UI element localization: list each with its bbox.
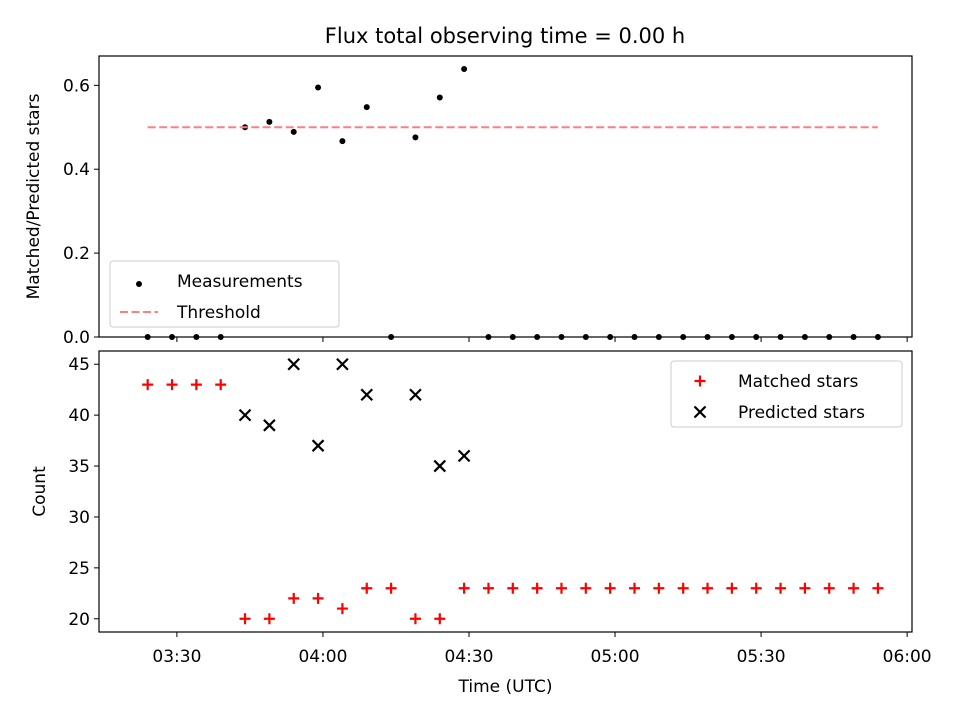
matched-stars-point	[239, 613, 251, 625]
legend-label: Measurements	[177, 272, 303, 292]
legend: Matched stars Predicted stars	[670, 360, 903, 428]
matched-stars-point	[190, 379, 202, 391]
x-tick-label: 06:00	[883, 647, 932, 667]
measurement-point	[436, 94, 443, 101]
axes-frame	[98, 350, 913, 633]
y-tick-label: 45	[68, 355, 90, 375]
matched-stars-point	[507, 582, 519, 594]
matched-stars-point	[750, 582, 762, 594]
matched-stars-point	[823, 582, 835, 594]
matched-stars-point	[872, 582, 884, 594]
measurement-point	[266, 118, 273, 125]
legend: Measurements Threshold	[109, 260, 340, 328]
matched-stars-point	[361, 582, 373, 594]
count-panel: 20 25 30 35 40 45 03:30 04:00 04:30 05:00 05:30 06:…	[30, 350, 932, 697]
y-tick-label: 0.4	[63, 160, 90, 180]
matched-stars-point	[482, 582, 494, 594]
matched-stars-point	[385, 582, 397, 594]
x-tick-label: 05:30	[737, 647, 786, 667]
matched-stars-point	[142, 379, 154, 391]
matched-stars-point	[336, 603, 348, 615]
measurement-point	[412, 134, 419, 141]
y-tick-label: 30	[68, 508, 90, 528]
x-tick-label: 03:30	[152, 647, 201, 667]
predicted-stars-point	[360, 388, 374, 402]
predicted-stars-point	[311, 439, 325, 452]
legend-matched-swatch	[694, 375, 706, 387]
legend-label: Matched stars	[738, 372, 858, 392]
measurement-point	[363, 104, 370, 111]
legend-measurement-swatch	[136, 281, 142, 287]
y-axis-label: Matched/Predicted stars	[24, 93, 44, 299]
matched-stars-point	[312, 592, 324, 604]
matched-stars-point	[653, 582, 665, 594]
x-tick-label: 04:30	[444, 647, 493, 667]
matched-stars-point	[288, 592, 300, 604]
ratio-panel: 0.0 0.2 0.4 0.6 Matched/Predicted stars Measu…	[24, 55, 913, 348]
matched-stars-point	[629, 582, 641, 594]
chart-title: Flux total observing time = 0.00 h	[325, 24, 685, 48]
matched-stars-point	[677, 582, 689, 594]
matched-stars-point	[848, 582, 860, 594]
measurement-point	[315, 84, 322, 91]
legend-box	[670, 360, 903, 428]
y-tick-label: 0.0	[63, 328, 90, 348]
matched-stars-point	[726, 582, 738, 594]
measurement-point	[339, 138, 346, 145]
matched-stars-point	[458, 582, 470, 594]
legend-box	[109, 260, 340, 328]
predicted-stars-point	[238, 408, 252, 422]
matched-stars-point	[580, 582, 592, 594]
matched-stars-point	[702, 582, 714, 594]
predicted-stars-point	[287, 357, 301, 371]
measurement-point	[290, 128, 297, 135]
y-axis-label: Count	[30, 466, 50, 517]
y-tick-label: 25	[68, 559, 90, 579]
y-tick-label: 40	[68, 406, 90, 426]
x-axis-label: Time (UTC)	[458, 677, 553, 697]
predicted-stars-point	[409, 388, 422, 402]
matched-stars-point	[409, 613, 421, 625]
matched-stars-point	[215, 379, 227, 391]
matched-stars-point	[166, 379, 178, 391]
legend-label: Predicted stars	[738, 403, 865, 423]
measurement-point	[461, 66, 468, 73]
matched-stars-point	[531, 582, 543, 594]
predicted-stars-point	[336, 357, 349, 371]
legend-predicted-swatch	[693, 405, 707, 419]
matched-stars-point	[799, 582, 811, 594]
matched-stars-point	[555, 582, 567, 594]
axes-frame	[98, 55, 913, 338]
y-tick-label: 0.6	[63, 76, 90, 96]
matched-stars-point	[775, 582, 787, 594]
x-tick-label: 05:00	[591, 647, 640, 667]
legend-label: Threshold	[176, 303, 261, 323]
matched-stars-point	[263, 613, 275, 625]
y-tick-label: 20	[68, 610, 90, 630]
matched-stars-point	[604, 582, 616, 594]
predicted-stars-point	[263, 419, 276, 432]
predicted-stars-point	[433, 459, 447, 473]
y-tick-label: 35	[68, 457, 90, 477]
x-tick-label: 04:00	[298, 647, 347, 667]
y-tick-label: 0.2	[63, 244, 90, 264]
predicted-stars-point	[457, 449, 471, 463]
matched-stars-point	[434, 613, 446, 625]
